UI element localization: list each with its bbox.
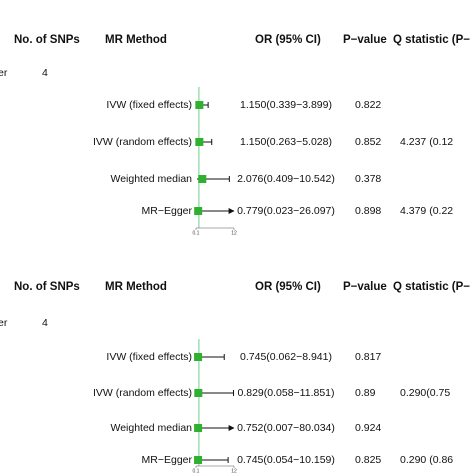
or-ci: 0.745(0.054−10.159) bbox=[237, 454, 335, 466]
method-label: MR−Egger bbox=[142, 454, 193, 466]
or-ci: 1.150(0.339−3.899) bbox=[240, 99, 332, 111]
column-header: MR Method bbox=[105, 34, 167, 46]
column-header: P−value bbox=[343, 281, 387, 293]
group-label: er bbox=[0, 317, 8, 329]
or-point bbox=[194, 353, 203, 361]
method-label: Weighted median bbox=[110, 422, 192, 434]
method-label: IVW (fixed effects) bbox=[106, 351, 192, 363]
or-point bbox=[194, 424, 203, 432]
method-label: IVW (fixed effects) bbox=[106, 99, 192, 111]
method-label: IVW (random effects) bbox=[93, 136, 192, 148]
column-header: No. of SNPs bbox=[14, 281, 80, 293]
column-header: P−value bbox=[343, 34, 387, 46]
column-header: OR (95% CI) bbox=[255, 281, 321, 293]
p-value: 0.89 bbox=[355, 387, 376, 399]
or-point bbox=[194, 456, 203, 464]
p-value: 0.378 bbox=[355, 173, 381, 185]
or-ci: 2.076(0.409−10.542) bbox=[237, 173, 335, 185]
x-tick-label: 0.1 bbox=[193, 468, 200, 474]
or-point bbox=[194, 389, 203, 397]
or-ci: 0.752(0.007−80.034) bbox=[237, 422, 335, 434]
x-tick-label: 12 bbox=[231, 230, 237, 236]
q-statistic: 0.290(0.75 bbox=[400, 387, 450, 399]
or-ci: 0.745(0.062−8.941) bbox=[240, 351, 332, 363]
p-value: 0.898 bbox=[355, 205, 381, 217]
p-value: 0.825 bbox=[355, 454, 381, 466]
or-ci: 0.779(0.023−26.097) bbox=[237, 205, 335, 217]
or-point bbox=[195, 138, 204, 146]
p-value: 0.822 bbox=[355, 99, 381, 111]
or-point bbox=[198, 175, 207, 183]
q-statistic: 4.379 (0.22 bbox=[400, 205, 453, 217]
x-tick-label: 0.1 bbox=[193, 230, 200, 236]
p-value: 0.852 bbox=[355, 136, 381, 148]
group-snps: 4 bbox=[42, 67, 48, 79]
or-ci: 0.829(0.058−11.851) bbox=[237, 387, 334, 399]
column-header: MR Method bbox=[105, 281, 167, 293]
q-statistic: 4.237 (0.12 bbox=[400, 136, 453, 148]
column-header: OR (95% CI) bbox=[255, 34, 321, 46]
q-statistic: 0.290 (0.86 bbox=[400, 454, 453, 466]
or-point bbox=[194, 207, 203, 215]
method-label: IVW (random effects) bbox=[93, 387, 192, 399]
or-point bbox=[195, 101, 204, 109]
x-tick-label: 12 bbox=[231, 468, 237, 474]
p-value: 0.817 bbox=[355, 351, 381, 363]
column-header: No. of SNPs bbox=[14, 34, 80, 46]
p-value: 0.924 bbox=[355, 422, 381, 434]
or-ci: 1.150(0.263−5.028) bbox=[240, 136, 332, 148]
group-snps: 4 bbox=[42, 317, 48, 329]
column-header: Q statistic (P− bbox=[393, 281, 470, 293]
method-label: MR−Egger bbox=[142, 205, 193, 217]
column-header: Q statistic (P− bbox=[393, 34, 470, 46]
method-label: Weighted median bbox=[110, 173, 192, 185]
group-label: er bbox=[0, 67, 8, 79]
